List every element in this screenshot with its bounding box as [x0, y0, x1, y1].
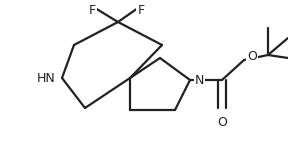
Text: O: O — [217, 116, 227, 129]
Text: F: F — [137, 4, 145, 17]
Text: N: N — [195, 74, 204, 87]
Text: HN: HN — [37, 72, 56, 84]
Text: F: F — [88, 4, 96, 17]
Text: O: O — [247, 50, 257, 63]
